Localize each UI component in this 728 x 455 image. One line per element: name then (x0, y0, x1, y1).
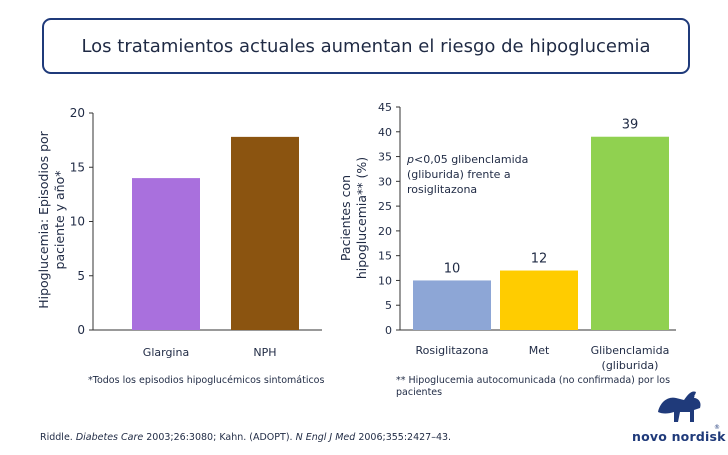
y-tick-label: 0 (77, 323, 85, 337)
y-tick-label: 45 (378, 101, 392, 114)
bar-1 (413, 280, 491, 330)
y-tick-label: 0 (385, 324, 392, 337)
bar-2 (231, 136, 299, 330)
category-label: Met (529, 344, 550, 357)
citation-part-1: Riddle. (40, 432, 76, 443)
y-tick-label: 35 (378, 151, 392, 164)
left-chart-footnote: *Todos los episodios hipoglucémicos sint… (88, 375, 325, 386)
y-tick-label: 10 (70, 215, 85, 229)
significance-text: <0,05 glibenclamida (gliburida) frente a… (407, 153, 529, 196)
category-label: Glibenclamida (591, 344, 670, 357)
y-tick-label: 10 (378, 274, 392, 287)
y-tick-label: 15 (378, 250, 392, 263)
bar-2 (500, 270, 578, 330)
y-axis-label: paciente y año* (52, 171, 67, 270)
bar-3 (591, 136, 669, 330)
citation-journal-2: N Engl J Med (295, 432, 356, 443)
slide-title: Los tratamientos actuales aumentan el ri… (81, 35, 651, 57)
y-tick-label: 5 (77, 269, 85, 283)
registered-mark: ® (714, 424, 720, 431)
right-chart-footnote: ** Hipoglucemia autocomunicada (no confi… (396, 375, 671, 398)
y-tick-label: 30 (378, 175, 392, 188)
significance-annotation: p<0,05 glibenclamida (gliburida) frente … (407, 152, 577, 197)
y-tick-label: 5 (385, 299, 392, 312)
y-tick-label: 15 (70, 160, 85, 174)
y-axis-label: Hipoglucemia: Episodios por (36, 130, 51, 308)
y-tick-label: 40 (378, 126, 392, 139)
y-tick-label: 20 (378, 225, 392, 238)
data-label: 12 (531, 252, 548, 267)
citation-journal-1: Diabetes Care (75, 432, 144, 443)
novo-nordisk-bull-logo-icon (658, 391, 701, 422)
p-value-symbol: p (407, 153, 414, 166)
data-label: 39 (622, 118, 639, 133)
citation: Riddle. Diabetes Care 2003;26:3080; Kahn… (40, 432, 451, 443)
citation-part-3: 2006;355:2427–43. (355, 432, 452, 443)
y-tick-label: 20 (70, 106, 85, 120)
brand-logo-text: novo nordisk (632, 429, 726, 444)
category-label: Glargina (143, 346, 189, 359)
category-label: Rosiglitazona (415, 344, 488, 357)
citation-part-2: 2003;26:3080; Kahn. (ADOPT). (143, 432, 296, 443)
y-axis-label: hipoglucemia** (%) (354, 157, 369, 279)
title-box: Los tratamientos actuales aumentan el ri… (42, 18, 690, 74)
category-label: (gliburida) (602, 359, 659, 372)
bar-1 (132, 178, 200, 330)
y-axis-label: Pacientes con (338, 175, 353, 261)
data-label: 10 (444, 261, 461, 276)
y-tick-label: 25 (378, 200, 392, 213)
category-label: NPH (253, 346, 276, 359)
